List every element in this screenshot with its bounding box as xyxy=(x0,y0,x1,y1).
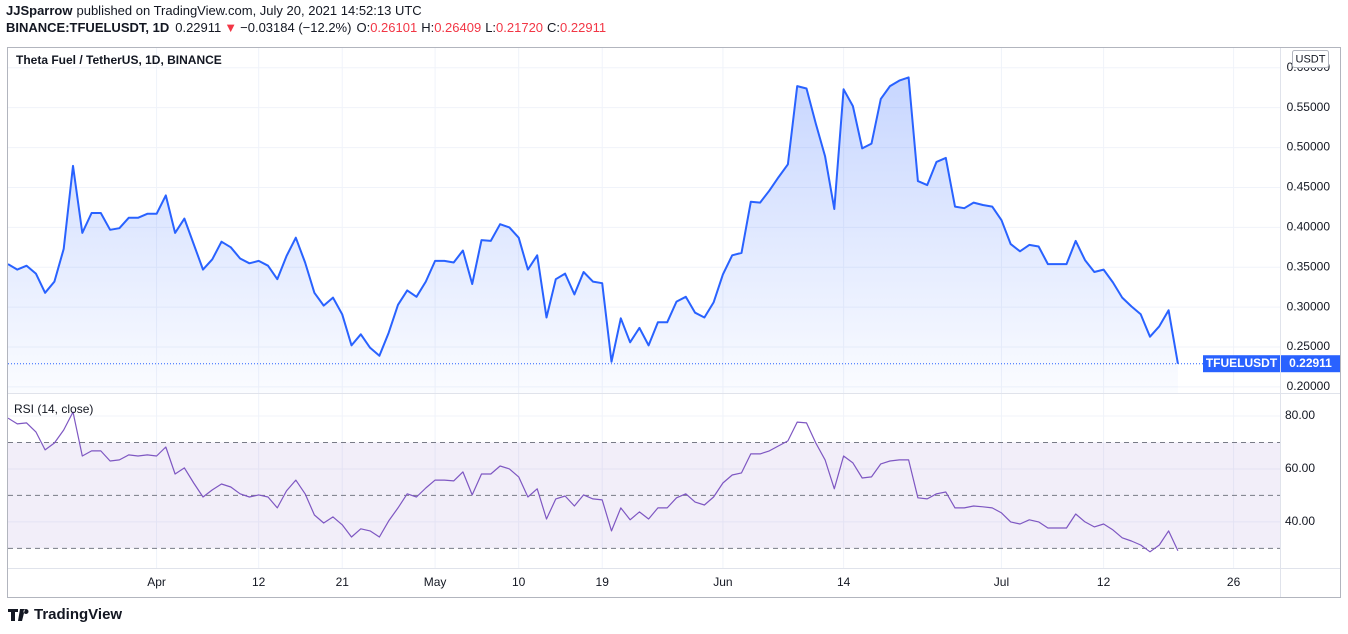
change-arrow: ▼ xyxy=(224,20,237,35)
y-tick-label: 0.20000 xyxy=(1287,379,1331,393)
ohlc-line: BINANCE:TFUELUSDT, 1D 0.22911 ▼ −0.03184 (−… xyxy=(6,20,606,35)
rsi-band xyxy=(8,442,1280,549)
last-price-name: TFUELUSDT xyxy=(1206,356,1278,370)
last-price-value: 0.22911 xyxy=(1289,356,1332,370)
ohlc-value: 0.21720 xyxy=(496,20,543,35)
ohlc-key: O: xyxy=(356,20,370,35)
ohlc-key: H: xyxy=(421,20,434,35)
plot-layer: Apr 12 21 May 10 19 Jun 14 Jul 12 26 0.20000 0.25000… xyxy=(8,48,1340,589)
chart-frame xyxy=(7,47,1341,598)
x-tick-label: 26 xyxy=(1227,575,1241,589)
x-tick-label: 10 xyxy=(512,575,526,589)
y-tick-label: 0.25000 xyxy=(1287,339,1331,353)
x-tick-label: May xyxy=(424,575,447,589)
price-area xyxy=(8,77,1178,393)
y-tick-label: 0.50000 xyxy=(1287,140,1331,154)
x-tick-label: 21 xyxy=(336,575,350,589)
y-tick-label: 0.40000 xyxy=(1287,220,1331,234)
y-tick-label: 0.30000 xyxy=(1287,299,1331,313)
currency-box[interactable] xyxy=(1292,50,1329,68)
x-tick-label: Apr xyxy=(147,575,166,589)
published-text: published on TradingView.com, July 20, 2… xyxy=(76,3,421,18)
ohlc-key: C: xyxy=(547,20,560,35)
y-tick-label: 0.35000 xyxy=(1287,259,1331,273)
last-price: 0.22911 xyxy=(175,20,221,35)
x-tick-label: Jul xyxy=(994,575,1009,589)
brand: TradingView xyxy=(34,606,122,623)
x-tick-label: Jun xyxy=(713,575,732,589)
y2-tick-label: 80.00 xyxy=(1285,408,1315,422)
x-tick-label: 19 xyxy=(596,575,610,589)
y-tick-label: 0.55000 xyxy=(1287,100,1331,114)
symbol: BINANCE:TFUELUSDT, 1D xyxy=(6,20,169,35)
price-line xyxy=(8,76,1179,364)
rsi-line xyxy=(8,411,1179,553)
last-price-tag xyxy=(1203,355,1280,373)
author: JJSparrow xyxy=(6,3,73,18)
y2-tick-label: 40.00 xyxy=(1285,514,1315,528)
x-tick-label: 12 xyxy=(1097,575,1111,589)
currency: USDT xyxy=(1296,53,1326,65)
chart-title: Theta Fuel / TetherUS, 1D, BINANCE xyxy=(16,53,222,67)
rsi-label: RSI (14, close) xyxy=(14,402,93,416)
y-tick-label: 0.45000 xyxy=(1287,180,1331,194)
publish-line: JJSparrow published on TradingView.com, J… xyxy=(6,3,422,18)
x-tick-label: 14 xyxy=(837,575,851,589)
change: −0.03184 (−12.2%) xyxy=(240,20,351,35)
x-tick-label: 12 xyxy=(252,575,266,589)
ohlc-value: 0.26409 xyxy=(434,20,481,35)
y2-tick-label: 60.00 xyxy=(1285,461,1315,475)
ohlc-value: 0.22911 xyxy=(560,20,606,35)
ohlc-key: L: xyxy=(485,20,496,35)
brand-logo xyxy=(8,609,29,621)
ohlc-value: 0.26101 xyxy=(370,20,417,35)
last-price-box xyxy=(1281,355,1340,373)
